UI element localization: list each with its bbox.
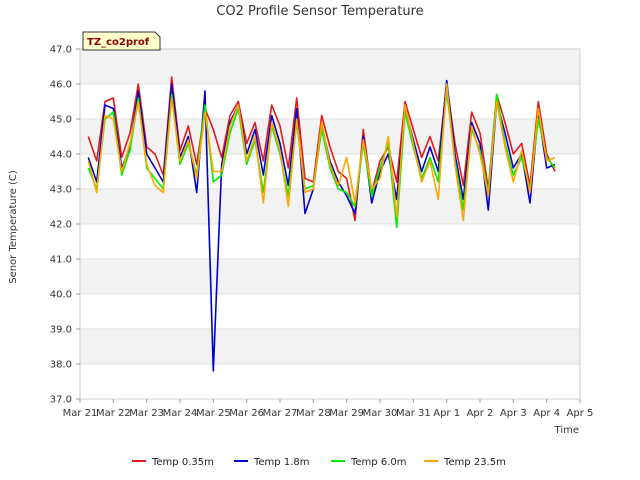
- badge-box: [82, 31, 161, 51]
- badge: TZ_co2prof: [82, 31, 161, 51]
- y-tick-label-8: 45.0: [50, 115, 72, 126]
- x-tick-label-5: Mar 26: [229, 408, 264, 419]
- chart-title: CO2 Profile Sensor Temperature: [216, 4, 423, 19]
- legend-label-3: Temp 23.5m: [443, 457, 506, 468]
- x-tick-label-14: Apr 4: [533, 408, 560, 419]
- legend-label-0: Temp 0.35m: [151, 457, 214, 468]
- legend-label-2: Temp 6.0m: [350, 457, 406, 468]
- x-tick-label-10: Mar 31: [396, 408, 431, 419]
- background-bands: [80, 49, 580, 364]
- x-tick-label-2: Mar 23: [129, 408, 164, 419]
- y-axis-label: Senor Temperature (C): [8, 170, 19, 284]
- x-tick-label-9: Mar 30: [363, 408, 398, 419]
- x-tick-label-12: Apr 2: [467, 408, 494, 419]
- band-0: [80, 49, 580, 84]
- band-3: [80, 259, 580, 294]
- legend-label-1: Temp 1.8m: [253, 457, 309, 468]
- x-axis-label: Time: [554, 425, 579, 436]
- series-lines: [87, 76, 556, 372]
- y-tick-label-7: 44.0: [50, 150, 72, 161]
- band-4: [80, 329, 580, 364]
- x-tick-label-4: Mar 25: [196, 408, 231, 419]
- legend: Temp 0.35m Temp 1.8m Temp 6.0m Temp 23.5m: [132, 457, 506, 468]
- x-tick-label-11: Apr 1: [433, 408, 460, 419]
- y-tick-label-10: 47.0: [50, 45, 72, 56]
- y-tick-label-1: 38.0: [50, 360, 72, 371]
- y-axis-ticks: 37.0 38.0 39.0 40.0 41.0 42.0 43.0 44.0 45.0 46.0…: [50, 45, 80, 406]
- y-tick-label-4: 41.0: [50, 255, 72, 266]
- y-tick-label-0: 37.0: [50, 395, 72, 406]
- x-tick-label-7: Mar 28: [296, 408, 331, 419]
- badge-text: TZ_co2prof: [87, 37, 150, 48]
- x-tick-label-8: Mar 29: [329, 408, 364, 419]
- x-tick-label-15: Apr 5: [567, 408, 594, 419]
- x-tick-label-6: Mar 27: [263, 408, 298, 419]
- x-tick-label-3: Mar 24: [163, 408, 198, 419]
- y-tick-label-2: 39.0: [50, 325, 72, 336]
- y-tick-label-6: 43.0: [50, 185, 72, 196]
- y-tick-label-5: 42.0: [50, 220, 72, 231]
- x-tick-label-13: Apr 3: [500, 408, 527, 419]
- y-tick-label-3: 40.0: [50, 290, 72, 301]
- band-2: [80, 189, 580, 224]
- x-tick-label-1: Mar 22: [96, 408, 131, 419]
- series-line-temp-23-5m: [87, 83, 556, 222]
- x-tick-label-0: Mar 21: [63, 408, 98, 419]
- y-tick-label-9: 46.0: [50, 80, 72, 91]
